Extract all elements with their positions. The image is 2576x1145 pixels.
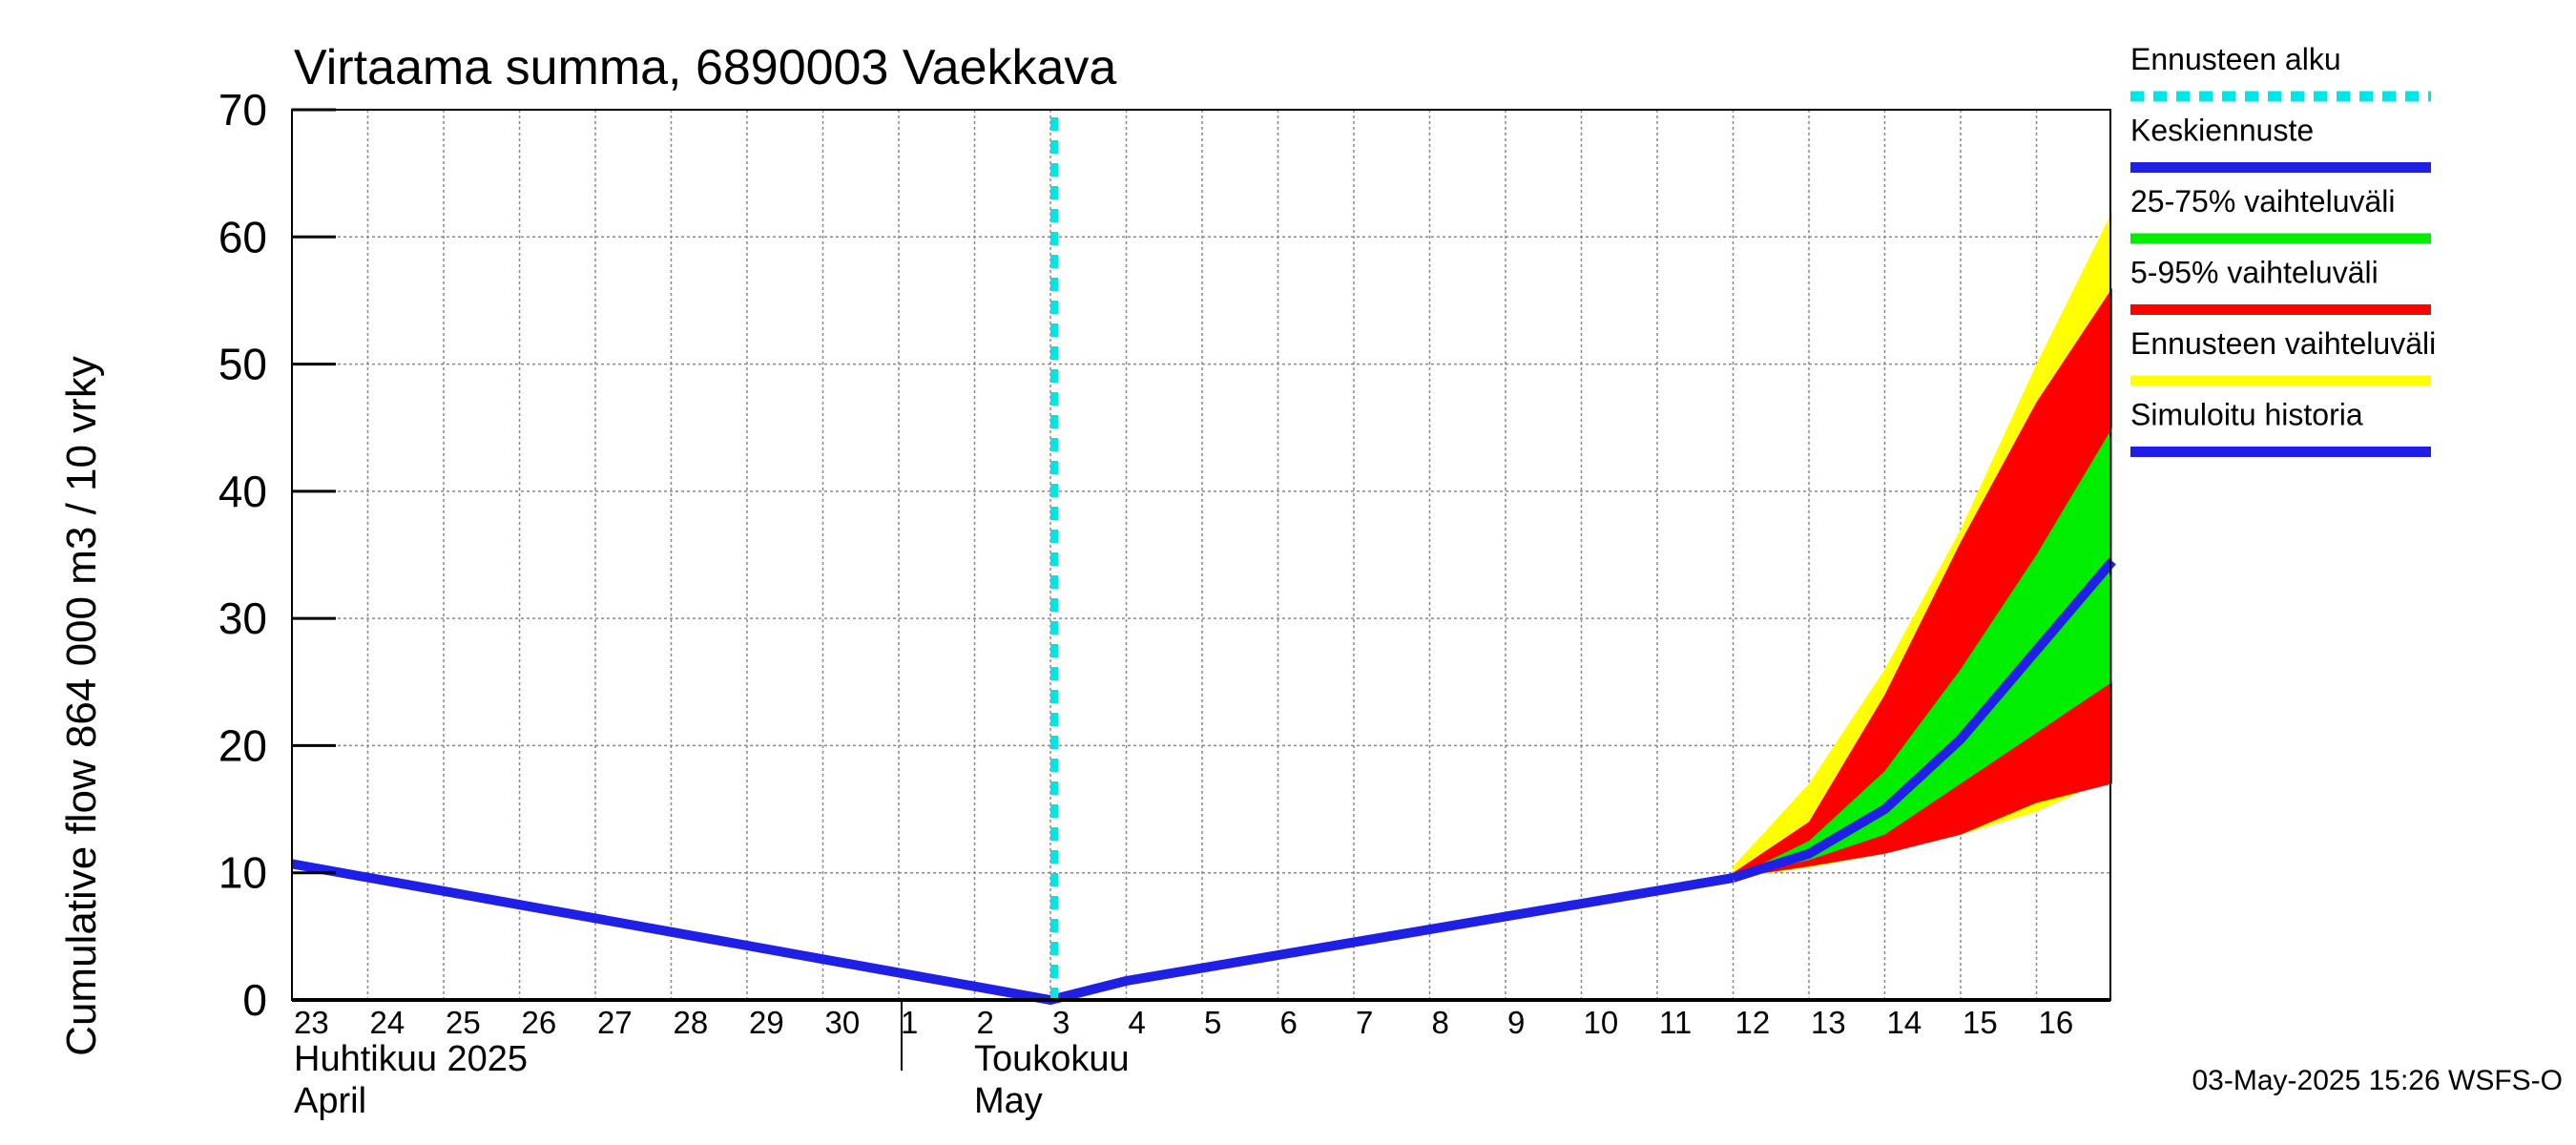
y-tick-label: 20	[218, 720, 267, 770]
x-tick-label: 29	[749, 1005, 784, 1040]
x-tick-label: 23	[294, 1005, 329, 1040]
x-tick-label: 27	[597, 1005, 633, 1040]
x-tick-label: 10	[1584, 1005, 1619, 1040]
y-tick-label: 10	[218, 848, 267, 898]
legend-label: 5-95% vaihteluväli	[2130, 256, 2379, 290]
x-tick-labels: 23 24 25 26 27 28 29 30 1 2 3 4 5 6 7 8 9 10 11 12 13 14 15 16	[294, 1005, 2073, 1040]
x-tick-label: 2	[977, 1005, 994, 1040]
x-tick-label: 8	[1432, 1005, 1449, 1040]
x-tick-label: 16	[2039, 1005, 2074, 1040]
axes	[291, 108, 2111, 1071]
x-tick-label: 11	[1659, 1005, 1692, 1040]
y-tick-label: 50	[218, 340, 267, 389]
y-axis-label: Cumulative flow 864 000 m3 / 10 vrky	[58, 356, 105, 1056]
y-tick-label: 40	[218, 467, 267, 516]
y-tick-label: 0	[242, 975, 267, 1025]
month-label: Toukokuu	[974, 1039, 1130, 1079]
x-tick-label: 24	[370, 1005, 405, 1040]
x-tick-label: 15	[1963, 1005, 1998, 1040]
x-tick-label: 30	[825, 1005, 861, 1040]
simulated-history-line	[291, 859, 1735, 1005]
month-label: Huhtikuu 2025	[294, 1039, 528, 1079]
legend-label: Simuloitu historia	[2130, 398, 2363, 432]
y-tick-labels: 0 10 20 30 40 50 60 70	[218, 85, 267, 1025]
x-tick-label: 28	[674, 1005, 709, 1040]
x-tick-label: 6	[1280, 1005, 1298, 1040]
x-tick-label: 3	[1052, 1005, 1070, 1040]
plot-frame	[291, 109, 2111, 1001]
y-tick-label: 30	[218, 593, 267, 643]
x-tick-label: 13	[1811, 1005, 1846, 1040]
grid	[292, 109, 2110, 1000]
x-tick-label: 9	[1507, 1005, 1525, 1040]
legend-label: Ennusteen alku	[2130, 42, 2341, 76]
series-lines	[291, 117, 2116, 1005]
x-tick-label: 25	[446, 1005, 481, 1040]
y-tick-label: 70	[218, 85, 267, 135]
x-tick-label: 26	[522, 1005, 557, 1040]
legend-label: Ennusteen vaihteluväli	[2130, 326, 2436, 361]
x-tick-label: 1	[901, 1005, 918, 1040]
y-tick-label: 60	[218, 212, 267, 261]
x-tick-label: 7	[1356, 1005, 1373, 1040]
legend-label: 25-75% vaihteluväli	[2130, 184, 2396, 219]
month-label-english: May	[974, 1081, 1043, 1121]
chart-title: Virtaama summa, 6890003 Vaekkava	[294, 40, 1116, 95]
median-forecast-line	[1731, 557, 2116, 883]
x-tick-label: 4	[1129, 1005, 1146, 1040]
month-label-english: April	[294, 1081, 366, 1121]
x-tick-label: 14	[1887, 1005, 1922, 1040]
x-tick-label: 5	[1204, 1005, 1221, 1040]
x-tick-label: 12	[1735, 1005, 1771, 1040]
legend: Ennusteen alku Keskiennuste 25-75% vaihtel…	[2130, 42, 2436, 457]
legend-label: Keskiennuste	[2130, 114, 2314, 148]
footer-timestamp: 03-May-2025 15:26 WSFS-O	[2192, 1065, 2564, 1096]
